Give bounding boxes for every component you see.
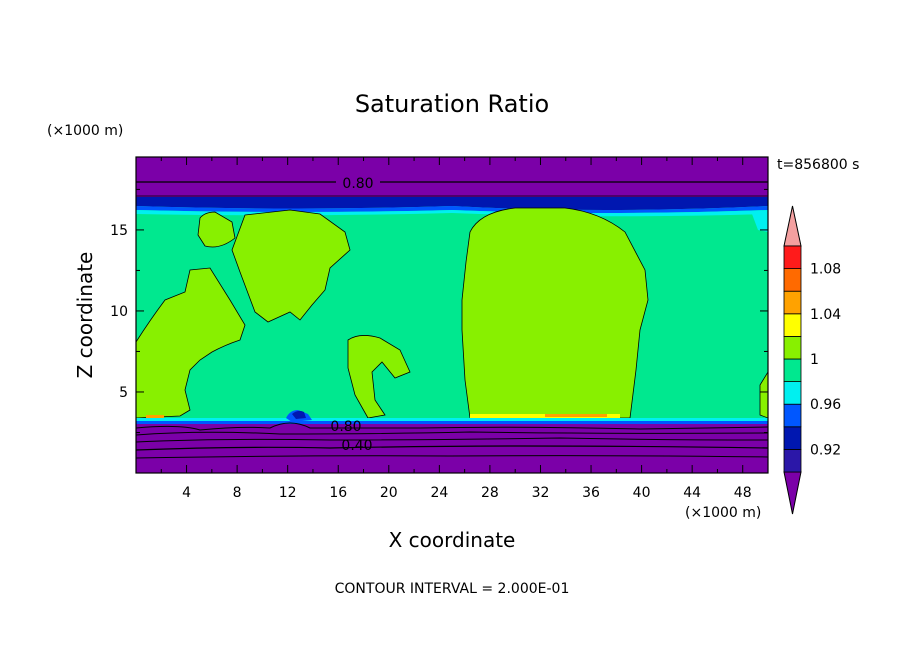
lime-region-right-edge: [759, 371, 768, 419]
colorbar-segment: [783, 245, 802, 270]
lime-region-topleft: [197, 211, 236, 248]
x-tick-label: 40: [633, 485, 651, 501]
x-axis-label: X coordinate: [389, 528, 516, 552]
colorbar-segment: [783, 358, 802, 383]
colorbar-tick-label: 0.92: [810, 442, 841, 458]
orange-strip-left: [146, 415, 164, 418]
lime-region-middle: [347, 335, 411, 419]
band-top-purple: [136, 157, 768, 197]
contour-line-bl-4: [136, 445, 768, 451]
contour-label-mid: 0.80: [330, 419, 361, 435]
contour-line-bl-5: [136, 455, 768, 459]
lime-region-right-tower: [461, 207, 649, 419]
colorbar-segment: [783, 290, 802, 315]
band-bl-cyan: [136, 418, 768, 421]
contour-label-bg-top: [336, 174, 380, 190]
x-tick-label: 48: [734, 485, 752, 501]
lime-region-center-left: [231, 209, 351, 323]
colorbar-segment: [783, 381, 802, 405]
cyan-notch: [752, 212, 768, 232]
colorbar-segment: [783, 313, 802, 337]
x-tick-label: 4: [182, 485, 191, 501]
z-unit-label: (×1000 m): [47, 123, 123, 139]
colorbar-tick-label: 1: [810, 352, 819, 368]
contour-field: [136, 157, 768, 473]
colorbar-top-arrow: [783, 205, 802, 247]
band-bottom-purple: [136, 424, 768, 473]
x-tick-label: 8: [233, 485, 242, 501]
contour-line-bl-1: [136, 422, 768, 431]
x-tick-label: 44: [683, 485, 701, 501]
plot-frame: [135, 156, 769, 474]
x-tick-label: 16: [329, 485, 347, 501]
colorbar-bottom-arrow: [783, 471, 802, 515]
x-tick-label: 20: [380, 485, 398, 501]
contour-interval-footer: CONTOUR INTERVAL = 2.000E-01: [335, 581, 570, 597]
band-bl-blue: [136, 421, 768, 424]
contour-label-low: 0.40: [341, 438, 372, 454]
lime-region-left: [136, 267, 246, 419]
orange-strip: [545, 414, 607, 417]
navy-blob: [292, 410, 306, 419]
y-axis-label: Z coordinate: [73, 252, 97, 379]
colorbar-tick-label: 1.04: [810, 307, 841, 323]
y-axis-ticks: 5 10 15: [110, 188, 768, 433]
x-tick-label: 12: [279, 485, 297, 501]
contour-line-bl-3: [136, 437, 768, 443]
colorbar-segment: [783, 448, 802, 473]
contour-line-bl-2: [136, 431, 768, 436]
colorbar-segment: [783, 426, 802, 450]
x-tick-label: 28: [481, 485, 499, 501]
time-label: t=856800 s: [777, 157, 859, 173]
x-tick-label: 32: [532, 485, 550, 501]
chart-title: Saturation Ratio: [355, 90, 549, 118]
colorbar-tick-label: 1.08: [810, 262, 841, 278]
colorbar: 1.08 1.04 1 0.96 0.92: [783, 205, 841, 515]
x-unit-label: (×1000 m): [685, 505, 761, 521]
y-tick-label: 15: [110, 223, 128, 239]
colorbar-segment: [783, 268, 802, 292]
band-top-navy: [136, 197, 768, 210]
y-tick-label: 5: [119, 385, 128, 401]
y-tick-label: 10: [110, 304, 128, 320]
x-tick-label: 24: [430, 485, 448, 501]
colorbar-segment: [783, 335, 802, 360]
colorbar-tick-label: 0.96: [810, 397, 841, 413]
contour-label-top: 0.80: [342, 176, 373, 192]
x-axis-ticks: 4 8 12 16 20 24 28 32 36 40 44 48: [160, 157, 752, 501]
colorbar-segment: [783, 403, 802, 428]
x-tick-label: 36: [582, 485, 600, 501]
